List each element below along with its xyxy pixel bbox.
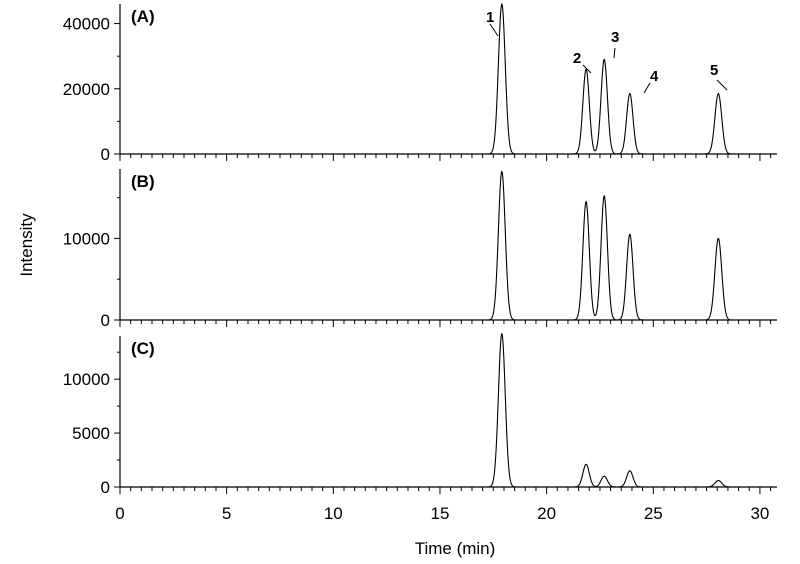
y-tick-label: 20000 <box>63 80 110 99</box>
y-tick-label: 0 <box>101 311 110 330</box>
x-tick-label: 0 <box>115 504 124 523</box>
x-tick-label: 10 <box>324 504 343 523</box>
x-tick-label: 5 <box>222 504 231 523</box>
peak-label: 5 <box>710 62 718 79</box>
x-axis-title: Time (min) <box>415 539 496 558</box>
peak-label-leader <box>643 82 651 94</box>
peak-label-leader <box>489 23 499 37</box>
y-tick-label: 10000 <box>63 229 110 248</box>
x-tick-label: 15 <box>431 504 450 523</box>
panel-label: (C) <box>131 339 155 358</box>
y-tick-label: 10000 <box>63 370 110 389</box>
peak-label-leader <box>613 47 616 59</box>
peak-label: 4 <box>650 68 659 85</box>
y-tick-label: 40000 <box>63 15 110 34</box>
peak-label-leader <box>582 64 592 74</box>
peak-label: 1 <box>486 9 494 26</box>
panel-label: (B) <box>131 172 155 191</box>
x-tick-label: 30 <box>750 504 769 523</box>
y-axis-title: Intensity <box>17 213 36 277</box>
y-tick-label: 0 <box>101 145 110 164</box>
y-tick-label: 5000 <box>72 424 110 443</box>
peak-label: 3 <box>611 29 619 46</box>
panel-label: (A) <box>131 7 155 26</box>
x-tick-label: 25 <box>644 504 663 523</box>
peak-label-leader <box>716 79 728 91</box>
chromatogram-trace <box>126 170 758 321</box>
x-tick-label: 20 <box>537 504 556 523</box>
peak-label: 2 <box>573 50 581 67</box>
chromatogram-trace <box>126 332 758 488</box>
y-tick-label: 0 <box>101 478 110 497</box>
chromatogram-trace <box>126 3 758 155</box>
